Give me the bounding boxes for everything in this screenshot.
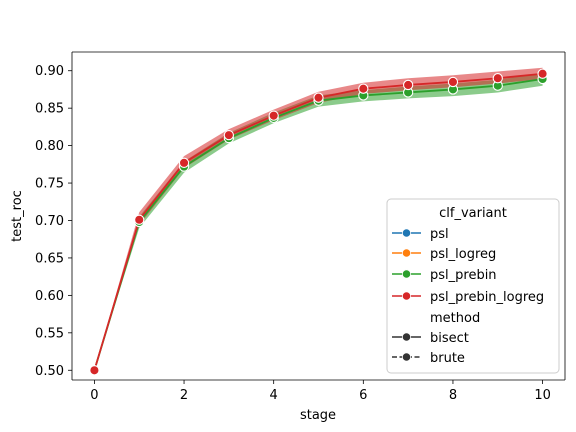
y-tick-label: 0.80 [35, 139, 64, 154]
legend-style-title: method [430, 311, 480, 326]
legend-entry-brute: brute [392, 351, 465, 366]
y-tick-label: 0.70 [35, 214, 64, 229]
series-points [89, 68, 548, 376]
legend: clf_variant psl psl_logreg psl_prebin ps… [386, 198, 560, 374]
legend-swatch-marker [401, 332, 412, 342]
y-ticks: 0.50 0.55 0.60 0.65 0.70 0.75 0.80 0.85 0.90 [35, 64, 72, 379]
legend-swatch-marker [401, 269, 412, 279]
y-tick-label: 0.60 [35, 289, 64, 304]
axes [71, 51, 566, 381]
point-psl-prebin-logreg [178, 157, 190, 168]
point-psl-prebin-logreg [134, 214, 145, 225]
legend-entry-psl-logreg: psl_logreg [392, 247, 496, 262]
legend-label-psl-prebin-logreg: psl_prebin_logreg [430, 290, 544, 305]
point-psl-prebin-logreg [89, 365, 100, 376]
confidence-bands [94, 67, 543, 371]
x-axis-label: stage [300, 408, 336, 423]
legend-frame [386, 198, 560, 374]
legend-swatch-marker [401, 352, 412, 362]
legend-hue-title: clf_variant [439, 206, 507, 221]
legend-entry-psl-prebin-logreg: psl_prebin_logreg [392, 290, 544, 305]
y-tick-label: 0.55 [35, 326, 64, 341]
point-psl-prebin-logreg [313, 92, 324, 103]
point-psl-prebin-logreg [402, 79, 414, 91]
point-psl-prebin-logreg [223, 129, 235, 141]
point-psl-prebin-logreg [268, 110, 279, 121]
legend-entry-bisect: bisect [392, 331, 469, 346]
y-tick-label: 0.75 [35, 177, 64, 192]
legend-entry-psl: psl [392, 227, 449, 242]
legend-swatch-marker [401, 291, 412, 301]
legend-label-brute: brute [430, 351, 465, 366]
x-tick-label: 10 [534, 388, 551, 403]
legend-label-psl-prebin: psl_prebin [430, 268, 497, 283]
y-tick-label: 0.50 [35, 364, 64, 379]
point-psl-prebin-logreg [447, 76, 459, 88]
y-tick-label: 0.85 [35, 102, 64, 117]
legend-label-psl-logreg: psl_logreg [430, 247, 496, 262]
point-psl-prebin-logreg [492, 73, 503, 84]
y-axis-label: test_roc [10, 190, 25, 242]
x-tick-label: 4 [270, 388, 278, 403]
point-psl-prebin-logreg [358, 83, 369, 94]
y-tick-label: 0.65 [35, 251, 64, 266]
point-psl-prebin-logreg [537, 68, 548, 79]
x-tick-label: 8 [449, 388, 457, 403]
x-tick-label: 2 [180, 388, 188, 403]
legend-entry-psl-prebin: psl_prebin [392, 268, 497, 283]
legend-swatch-marker [401, 248, 412, 258]
legend-swatch-marker [401, 228, 412, 238]
x-ticks: 0 2 4 6 8 10 [90, 380, 551, 403]
x-tick-label: 6 [359, 388, 367, 403]
y-tick-label: 0.90 [35, 64, 64, 79]
legend-label-bisect: bisect [430, 331, 469, 346]
legend-label-psl: psl [430, 227, 449, 242]
band-psl-prebin-logreg [94, 67, 543, 371]
x-tick-label: 0 [90, 388, 98, 403]
